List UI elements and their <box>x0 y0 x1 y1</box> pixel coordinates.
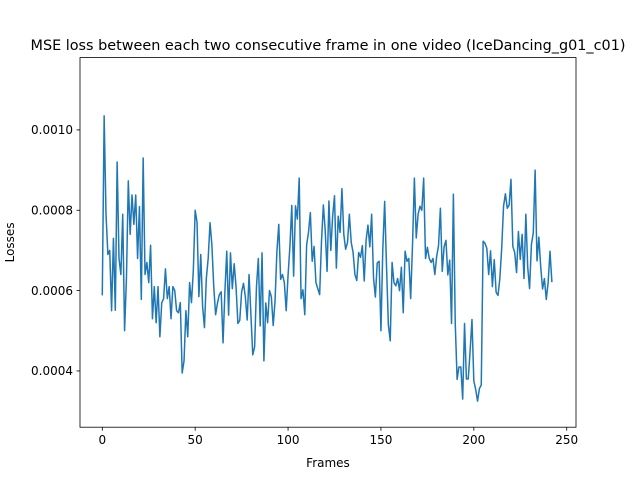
y-tick-label: 0.0004 <box>31 364 73 378</box>
chart-title: MSE loss between each two consecutive fr… <box>31 38 626 54</box>
x-axis-ticks: 0 50 100 150 200 250 <box>98 427 578 447</box>
plot-frame <box>79 57 577 428</box>
x-axis-label: Frames <box>306 456 350 470</box>
x-tick-label: 0 <box>98 433 106 447</box>
y-axis-label: Losses <box>3 222 17 262</box>
y-tick-label: 0.0006 <box>31 284 73 298</box>
x-tick-label: 200 <box>462 433 485 447</box>
x-tick-label: 250 <box>555 433 578 447</box>
series-layer <box>101 115 553 402</box>
y-axis-ticks: 0.0004 0.0006 0.0008 0.0010 <box>31 123 80 378</box>
series-line-0 <box>101 115 553 402</box>
y-tick-label: 0.0010 <box>31 123 73 137</box>
y-tick-label: 0.0008 <box>31 203 73 217</box>
x-tick-label: 100 <box>277 433 300 447</box>
x-tick-label: 150 <box>369 433 392 447</box>
x-tick-label: 50 <box>188 433 203 447</box>
